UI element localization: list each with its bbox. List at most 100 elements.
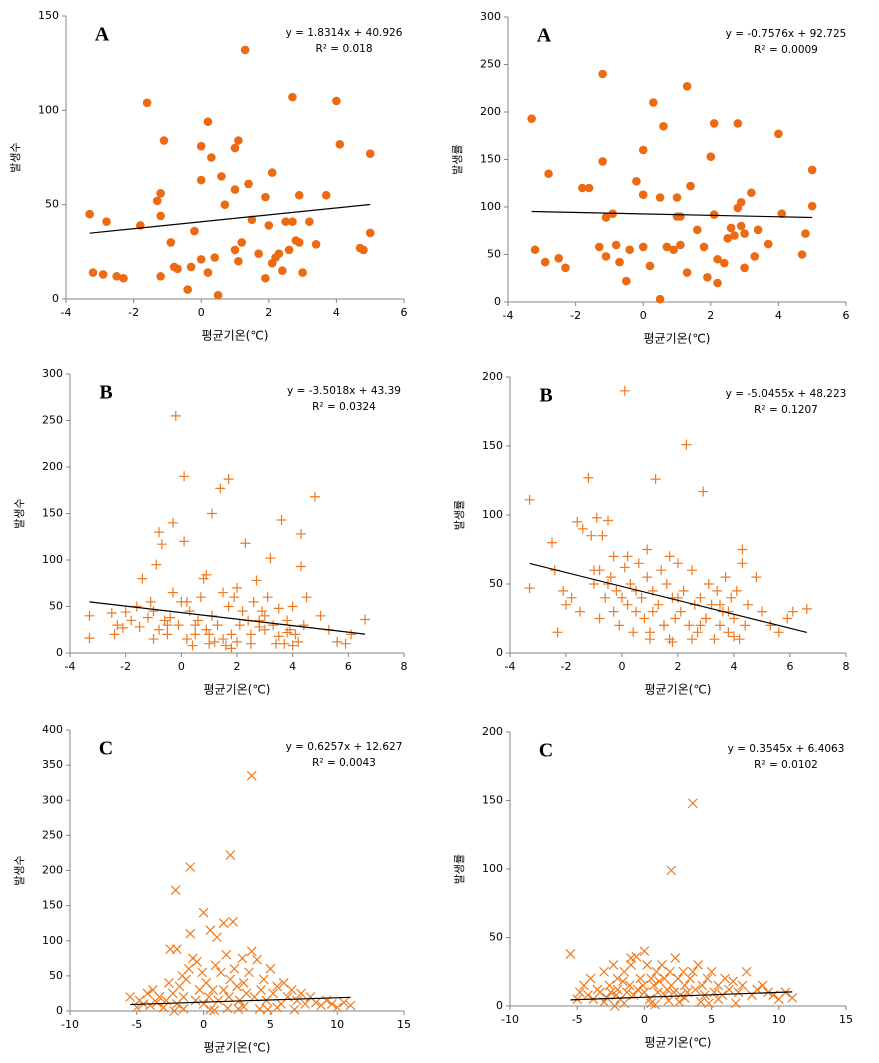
point	[193, 615, 204, 626]
point	[226, 629, 237, 640]
trend-equation: y = 0.3545x + 6.4063	[728, 743, 845, 755]
point	[750, 252, 760, 261]
point	[178, 992, 189, 1002]
point	[216, 967, 226, 978]
point	[270, 638, 281, 649]
point	[600, 592, 611, 603]
x-tick-label: -5	[572, 1013, 583, 1026]
point	[612, 984, 623, 995]
point	[289, 1004, 300, 1015]
x-axis-label: 평균기온(℃)	[203, 1041, 270, 1055]
x-tick-label: -10	[61, 1018, 79, 1031]
point	[156, 539, 167, 550]
point	[240, 538, 251, 549]
point	[286, 985, 297, 995]
panel-letter: B	[539, 385, 552, 407]
point	[338, 997, 349, 1008]
point	[635, 973, 646, 984]
point	[258, 974, 269, 985]
point	[321, 995, 332, 1006]
r-squared: R² = 0.0009	[754, 44, 818, 56]
x-tick-label: -4	[503, 309, 514, 322]
point	[268, 620, 279, 631]
point	[207, 153, 216, 162]
point	[701, 613, 711, 624]
point	[594, 242, 604, 252]
point	[598, 157, 607, 166]
point	[733, 119, 743, 128]
y-tick-label: 50	[489, 577, 503, 590]
point	[190, 620, 201, 631]
trend-equation: y = 0.6257x + 12.627	[286, 741, 403, 753]
point	[230, 245, 240, 255]
point	[558, 585, 569, 596]
y-tick-label: 0	[496, 646, 503, 659]
point	[173, 620, 184, 631]
point	[642, 959, 653, 970]
trendline	[89, 203, 371, 234]
point	[695, 620, 706, 631]
point	[697, 980, 708, 991]
point	[240, 45, 250, 55]
point	[292, 995, 303, 1006]
point	[262, 592, 273, 603]
point	[84, 610, 95, 621]
point	[787, 992, 798, 1003]
y-tick-label: 0	[56, 1004, 63, 1017]
x-tick-label: 6	[787, 660, 794, 673]
y-tick-label: 0	[56, 646, 63, 659]
point	[787, 606, 798, 617]
point	[238, 977, 249, 988]
point	[554, 253, 563, 263]
point	[340, 638, 351, 649]
point	[142, 98, 152, 108]
point	[751, 572, 762, 583]
point	[215, 483, 226, 494]
x-tick-label: 4	[333, 306, 340, 319]
point	[145, 596, 156, 607]
y-tick-label: 200	[42, 864, 63, 877]
point	[524, 494, 535, 505]
point	[288, 217, 297, 226]
x-tick-label: -5	[131, 1018, 142, 1031]
point	[583, 472, 594, 483]
trendline	[529, 562, 807, 633]
y-tick-label: 200	[480, 105, 501, 118]
point	[278, 977, 289, 988]
x-tick-label: 0	[178, 660, 185, 673]
point	[706, 152, 716, 161]
point	[204, 992, 214, 1002]
point	[274, 249, 284, 259]
y-tick-label: 0	[496, 999, 503, 1012]
point	[736, 221, 746, 231]
point	[737, 558, 748, 569]
y-tick-label: 150	[480, 153, 501, 166]
point	[656, 959, 667, 970]
point	[684, 620, 695, 631]
point	[315, 610, 326, 621]
point	[156, 189, 165, 198]
point	[148, 606, 159, 617]
point	[213, 290, 223, 300]
point	[577, 523, 588, 534]
point	[631, 606, 641, 617]
point	[225, 850, 236, 860]
point	[597, 530, 608, 541]
x-tick-label: 5	[267, 1018, 274, 1031]
point	[730, 231, 739, 240]
point	[365, 149, 375, 159]
point	[655, 193, 665, 202]
point	[332, 96, 341, 106]
point	[321, 190, 331, 200]
point	[171, 944, 182, 955]
point	[720, 973, 730, 984]
point	[179, 471, 190, 482]
point	[801, 603, 812, 614]
point	[674, 996, 685, 1007]
y-tick-label: 100	[38, 103, 59, 116]
x-tick-label: 6	[345, 660, 352, 673]
point	[552, 627, 563, 638]
x-tick-label: 15	[839, 1013, 853, 1026]
point	[583, 990, 593, 1000]
point	[234, 136, 243, 145]
